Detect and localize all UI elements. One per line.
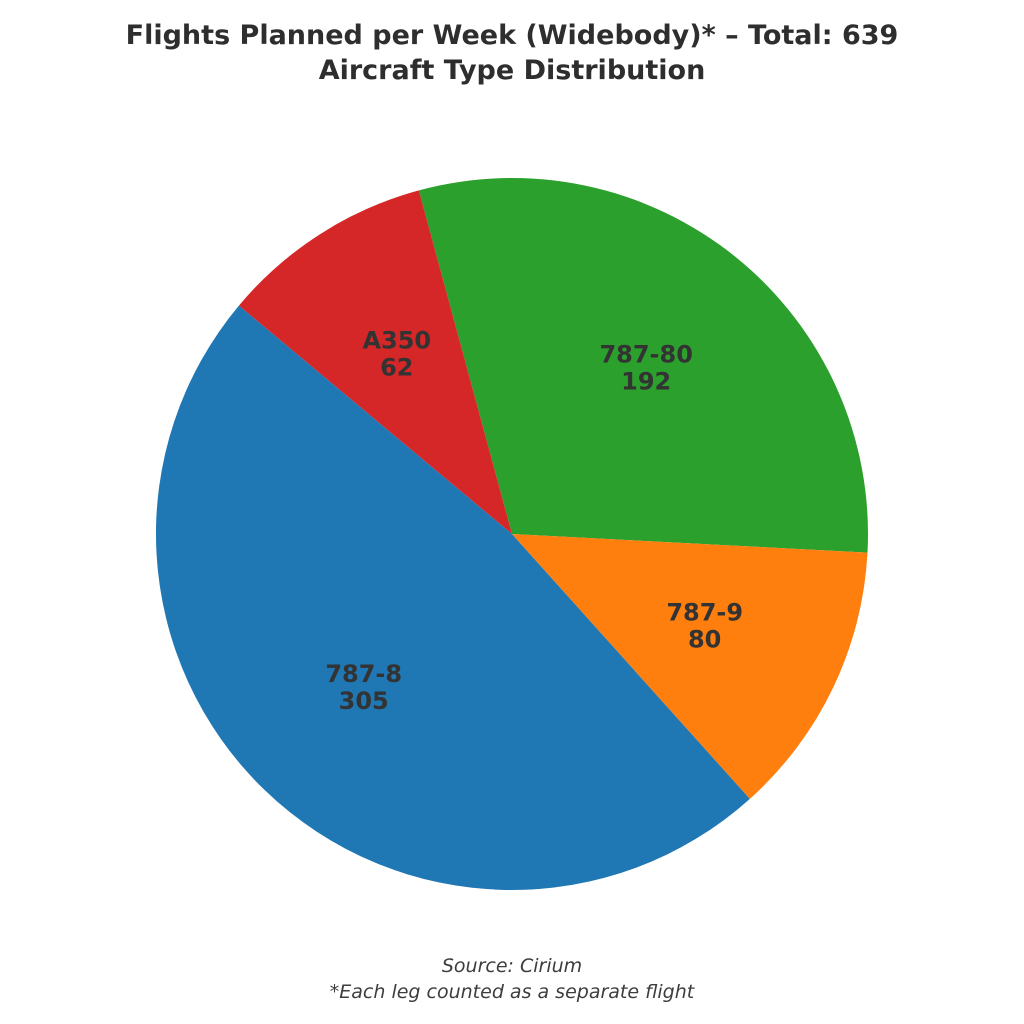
pie-slice-787-8 bbox=[155, 305, 750, 891]
slice-label-787-8: 787-8 305 bbox=[325, 660, 402, 715]
slice-label-a350: A350 62 bbox=[362, 327, 431, 382]
chart-title-line2: Aircraft Type Distribution bbox=[318, 55, 706, 86]
footnote-source: Source: Cirium bbox=[441, 955, 583, 977]
chart-title: Flights Planned per Week (Widebody)* – T… bbox=[0, 18, 1024, 88]
slice-label-787-9: 787-9 80 bbox=[666, 599, 743, 654]
chart-title-line1: Flights Planned per Week (Widebody)* – T… bbox=[125, 20, 899, 51]
pie-slice-787-9 bbox=[512, 534, 868, 799]
footnote-asterisk: *Each leg counted as a separate flight bbox=[329, 981, 695, 1003]
pie-slice-a350 bbox=[238, 190, 512, 534]
slice-label-787-80: 787-80 192 bbox=[599, 340, 692, 395]
chart-footnote: Source: Cirium *Each leg counted as a se… bbox=[0, 953, 1024, 1005]
pie-slice-787-80 bbox=[418, 177, 868, 553]
